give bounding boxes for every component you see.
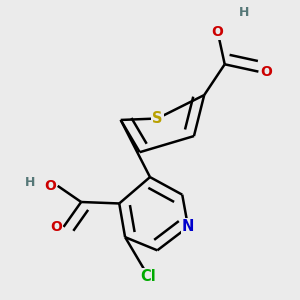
- Text: O: O: [44, 179, 56, 193]
- Text: H: H: [26, 176, 36, 190]
- Text: H: H: [239, 6, 250, 19]
- Text: O: O: [50, 220, 62, 234]
- Text: N: N: [182, 219, 194, 234]
- Text: O: O: [212, 25, 223, 39]
- Text: Cl: Cl: [141, 269, 156, 284]
- Text: S: S: [152, 111, 163, 126]
- Text: O: O: [260, 64, 272, 79]
